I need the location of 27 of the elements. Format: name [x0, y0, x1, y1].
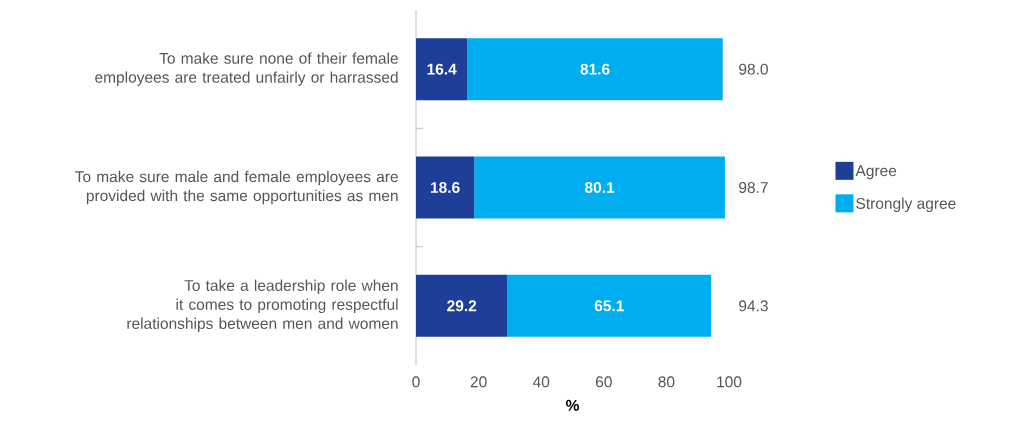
bar — [474, 156, 725, 219]
data-label: 18.6 — [431, 182, 460, 193]
data-label: 80.1 — [584, 182, 615, 193]
bar — [467, 38, 723, 101]
y-tick-label: To make sure male and female employees are provided with the same opportunities as men — [75, 170, 398, 205]
x-tick-label: 100 — [717, 376, 742, 388]
data-label: 65.1 — [594, 300, 624, 312]
total-label: 94.3 — [739, 300, 768, 312]
x-tick-label: 60 — [595, 376, 612, 388]
x-tick-label: 80 — [658, 376, 675, 388]
data-label: 29.2 — [447, 300, 477, 312]
bar — [507, 274, 712, 337]
y-tick-label: To take a leadership role when it comes to promoting respectful relationships between men and women — [127, 279, 398, 333]
legend-label: Agree — [855, 165, 897, 180]
x-tick-label: 40 — [532, 376, 550, 388]
total-label: 98.7 — [739, 182, 768, 193]
x-axis-title: % — [566, 399, 579, 411]
x-tick-label: 20 — [470, 376, 487, 388]
bar — [416, 274, 508, 337]
bar — [416, 38, 468, 101]
y-tick-label: To make sure none of their female employees are treated unfairly or harrassed — [95, 52, 398, 86]
x-tick-label: 0 — [412, 376, 420, 388]
bar — [416, 156, 475, 219]
legend-label: Strongly agree — [856, 197, 956, 213]
total-label: 98.0 — [739, 63, 768, 75]
data-label: 81.6 — [580, 63, 610, 75]
data-label: 16.4 — [427, 63, 457, 75]
